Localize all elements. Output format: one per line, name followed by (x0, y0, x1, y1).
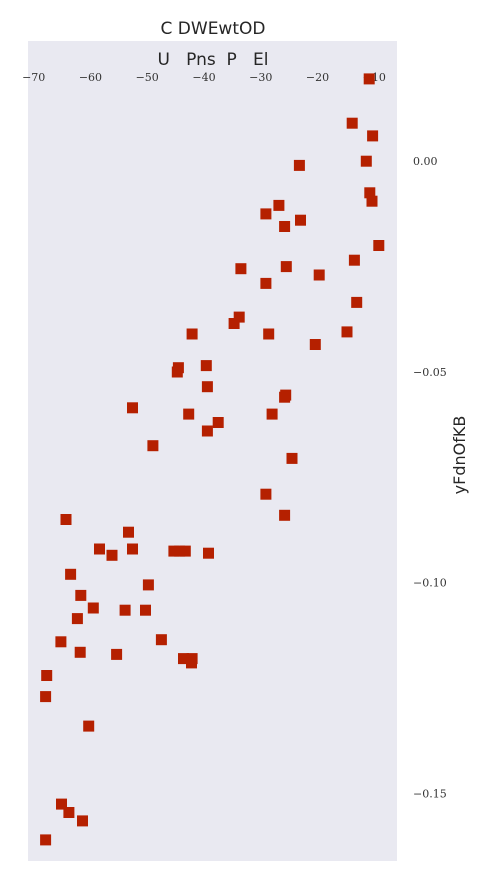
data-point (75, 589, 87, 601)
data-point (280, 261, 292, 273)
data-point (127, 543, 138, 555)
data-point (56, 798, 67, 810)
data-point (200, 360, 212, 372)
data-point (367, 130, 379, 142)
data-point (183, 408, 195, 420)
data-point (111, 648, 123, 660)
data-point (286, 452, 298, 464)
data-point (178, 653, 189, 665)
x-tick-label: −70 (22, 71, 45, 84)
chart-subtitle: U Pns P El (158, 50, 269, 70)
data-point (83, 720, 95, 732)
x-tick-label: −50 (136, 71, 159, 84)
data-point (65, 568, 77, 580)
data-point (363, 73, 375, 85)
data-point (313, 269, 325, 281)
x-tick-label: −20 (306, 71, 329, 84)
plot-area (28, 41, 397, 861)
y-tick-label: 0.00 (413, 155, 438, 168)
data-point (260, 208, 272, 220)
data-point (309, 339, 321, 350)
data-point (366, 195, 378, 207)
data-point (142, 579, 154, 591)
data-point (233, 311, 245, 323)
data-point (140, 604, 151, 616)
chart-title: C DWEwtOD (161, 19, 266, 39)
y-axis: 0.00 −0.05 −0.10 −0.15 (413, 155, 447, 800)
data-point (40, 834, 52, 846)
y-tick-label: −0.05 (413, 366, 447, 379)
data-point (351, 296, 363, 308)
data-point (87, 602, 99, 614)
data-point (273, 199, 285, 211)
data-point (77, 815, 88, 827)
data-point (203, 547, 214, 559)
data-point (263, 328, 275, 340)
x-tick-label: −60 (79, 71, 102, 84)
data-point (364, 187, 376, 199)
x-tick-label: −30 (249, 71, 272, 84)
data-point (155, 634, 167, 646)
y-axis-label: yFdnOfKB (450, 416, 469, 495)
data-point (174, 545, 186, 557)
data-point (40, 691, 52, 703)
data-point (279, 391, 291, 403)
data-point (348, 254, 360, 266)
data-point (201, 425, 213, 437)
data-point (179, 545, 191, 557)
data-point (279, 221, 291, 232)
data-point (212, 417, 224, 428)
data-point (201, 381, 213, 393)
data-point (106, 549, 118, 561)
data-point (293, 159, 305, 171)
data-point (279, 509, 291, 521)
data-point (55, 636, 67, 648)
data-point (171, 366, 183, 378)
data-point (186, 657, 197, 669)
data-point (266, 408, 278, 420)
data-point (147, 440, 159, 452)
data-point (168, 545, 180, 557)
data-point (63, 807, 75, 818)
data-point (346, 117, 358, 129)
data-point (260, 277, 272, 289)
data-point (74, 646, 86, 658)
data-point (123, 526, 134, 538)
data-point (260, 488, 272, 500)
y-tick-label: −0.15 (413, 788, 447, 801)
data-points (40, 73, 385, 846)
data-point (373, 240, 385, 251)
data-point (119, 604, 131, 616)
data-point (295, 214, 306, 226)
data-point (127, 402, 138, 414)
data-point (228, 318, 240, 329)
data-point (60, 514, 72, 525)
data-point (41, 670, 53, 681)
data-point (360, 155, 372, 167)
y-tick-label: −0.10 (413, 577, 447, 590)
data-point (186, 328, 198, 340)
x-tick-label: −40 (192, 71, 215, 84)
data-point (71, 613, 83, 625)
data-point (94, 543, 105, 555)
data-point (341, 326, 353, 338)
data-point (235, 263, 247, 275)
